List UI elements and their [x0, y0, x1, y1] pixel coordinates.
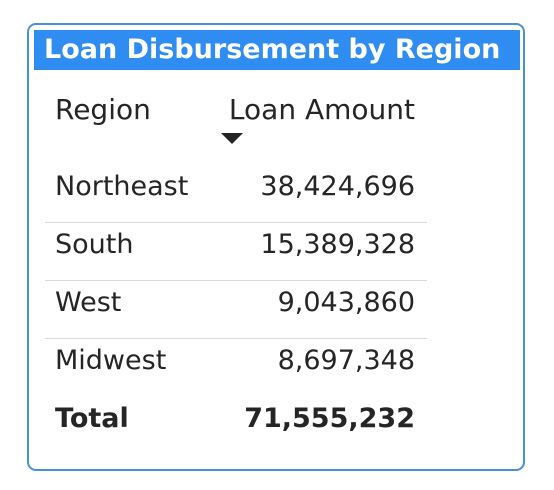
- column-header-region[interactable]: Region: [55, 93, 151, 126]
- table-row[interactable]: West 9,043,860: [45, 281, 427, 339]
- loan-amount-cell: 15,389,328: [260, 229, 415, 260]
- region-cell: Midwest: [55, 345, 167, 376]
- loan-amount-cell: 8,697,348: [277, 345, 415, 376]
- total-label: Total: [55, 403, 129, 434]
- table-header: Region Loan Amount: [45, 83, 427, 165]
- region-cell: West: [55, 287, 122, 318]
- loan-amount-cell: 38,424,696: [260, 171, 415, 202]
- region-cell: South: [55, 229, 134, 260]
- table-row[interactable]: Northeast 38,424,696: [45, 165, 427, 223]
- loan-amount-cell: 9,043,860: [277, 287, 415, 318]
- column-header-loan-amount[interactable]: Loan Amount: [228, 93, 415, 126]
- total-amount: 71,555,232: [244, 403, 415, 434]
- visual-title: Loan Disbursement by Region: [34, 30, 520, 70]
- region-cell: Northeast: [55, 171, 189, 202]
- total-row: Total 71,555,232: [45, 397, 427, 455]
- table-visual[interactable]: Loan Disbursement by Region Region Loan …: [27, 23, 525, 471]
- table-row[interactable]: South 15,389,328: [45, 223, 427, 281]
- table-row[interactable]: Midwest 8,697,348: [45, 339, 427, 397]
- region-table: Region Loan Amount Northeast 38,424,696 …: [45, 83, 427, 455]
- sort-descending-icon[interactable]: [221, 133, 243, 144]
